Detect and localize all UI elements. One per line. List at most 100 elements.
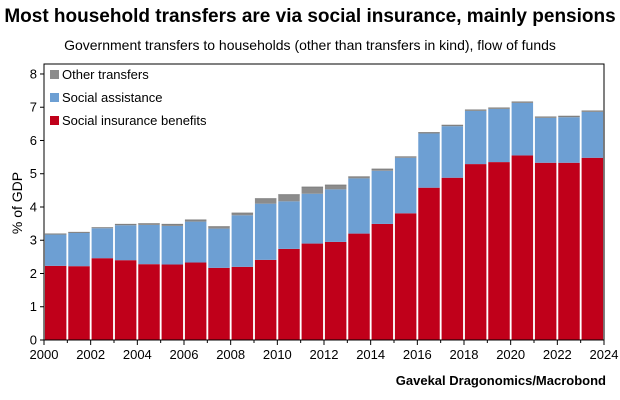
bar-social-insurance-benefits-2014 [371, 223, 394, 340]
x-tick-label-2018: 2018 [450, 347, 479, 362]
x-tick-label-2004: 2004 [123, 347, 152, 362]
bar-other-transfers-2016 [418, 132, 440, 134]
bar-social-assistance-2009 [254, 203, 277, 260]
bar-social-assistance-2018 [464, 110, 487, 165]
bar-social-assistance-2014 [371, 170, 394, 224]
axes-layer: 0 1 2 3 4 5 6 7 8 2000 2002 2004 2006 2008 2010 2012 201… [30, 63, 619, 362]
chart-source: Gavekal Dragonomics/Macrobond [395, 373, 606, 388]
bar-social-assistance-2020 [511, 102, 534, 156]
bar-other-transfers-2023 [581, 110, 604, 112]
bar-social-insurance-benefits-2001 [68, 266, 90, 340]
bar-social-insurance-benefits-2017 [441, 177, 464, 340]
bar-social-insurance-benefits-2015 [394, 213, 417, 340]
y-axis-label: % of GDP [9, 172, 25, 234]
bar-social-assistance-2021 [534, 117, 557, 163]
bar-social-insurance-benefits-2007 [208, 267, 230, 340]
bar-other-transfers-2009 [254, 198, 277, 204]
legend-label-other-transfers: Other transfers [62, 67, 149, 82]
legend-label-social-insurance-benefits: Social insurance benefits [62, 113, 207, 128]
y-tick-label-0: 0 [30, 333, 37, 348]
bars-layer [44, 101, 604, 340]
bar-social-insurance-benefits-2023 [581, 157, 604, 340]
bar-social-insurance-benefits-2021 [534, 162, 557, 340]
bar-other-transfers-2007 [208, 226, 230, 229]
y-tick-label-7: 7 [30, 100, 37, 115]
bar-social-insurance-benefits-2019 [488, 162, 510, 340]
bar-social-insurance-benefits-2012 [324, 241, 347, 340]
bar-social-assistance-2012 [324, 189, 347, 242]
bar-other-transfers-2015 [394, 156, 417, 158]
bar-social-insurance-benefits-2018 [464, 164, 487, 340]
bar-other-transfers-2003 [114, 224, 137, 226]
y-tick-label-3: 3 [30, 233, 37, 248]
bar-social-assistance-2002 [91, 228, 114, 259]
x-tick-label-2020: 2020 [496, 347, 525, 362]
bar-other-transfers-2017 [441, 125, 464, 127]
bar-social-assistance-2015 [394, 157, 417, 214]
bar-social-assistance-2010 [278, 201, 300, 249]
bar-other-transfers-2022 [558, 116, 580, 118]
bar-social-insurance-benefits-2003 [114, 260, 137, 340]
x-tick-label-2024: 2024 [590, 347, 619, 362]
bar-other-transfers-2018 [464, 109, 487, 111]
x-tick-label-2012: 2012 [310, 347, 339, 362]
x-tick-label-2014: 2014 [356, 347, 385, 362]
bar-social-assistance-2007 [208, 228, 230, 268]
y-tick-label-8: 8 [30, 66, 37, 81]
legend-swatch-other-transfers [50, 70, 59, 79]
bar-other-transfers-2008 [231, 212, 254, 216]
bar-other-transfers-2019 [488, 107, 510, 109]
x-tick-label-2006: 2006 [170, 347, 199, 362]
bar-social-insurance-benefits-2000 [44, 265, 67, 340]
bar-social-assistance-2005 [161, 225, 184, 265]
bar-social-assistance-2008 [231, 215, 254, 267]
bar-social-assistance-2016 [418, 133, 440, 188]
chart-title: Most household transfers are via social … [4, 6, 616, 27]
bar-social-insurance-benefits-2011 [301, 243, 324, 340]
legend-swatch-social-insurance-benefits [50, 116, 59, 125]
bar-other-transfers-2013 [348, 176, 370, 179]
bar-social-assistance-2017 [441, 126, 464, 178]
y-tick-label-2: 2 [30, 266, 37, 281]
bar-social-assistance-2013 [348, 178, 370, 234]
bar-social-insurance-benefits-2010 [278, 248, 300, 340]
y-tick-label-6: 6 [30, 133, 37, 148]
bar-social-assistance-2011 [301, 193, 324, 244]
bar-other-transfers-2004 [138, 223, 160, 225]
x-tick-label-2016: 2016 [403, 347, 432, 362]
bar-other-transfers-2011 [301, 187, 324, 194]
bar-other-transfers-2012 [324, 185, 347, 190]
bar-social-insurance-benefits-2009 [254, 259, 277, 340]
bar-other-transfers-2021 [534, 116, 557, 118]
bar-other-transfers-2010 [278, 194, 300, 202]
y-tick-label-1: 1 [30, 299, 37, 314]
legend-swatch-social-assistance [50, 93, 59, 102]
bar-other-transfers-2006 [184, 219, 207, 222]
bar-social-assistance-2022 [558, 117, 580, 163]
bar-social-assistance-2001 [68, 232, 90, 267]
legend-label-social-assistance: Social assistance [62, 90, 162, 105]
x-tick-label-2008: 2008 [216, 347, 245, 362]
bar-social-insurance-benefits-2002 [91, 258, 114, 340]
x-tick-label-2002: 2002 [76, 347, 105, 362]
bar-social-assistance-2019 [488, 108, 510, 163]
bar-social-insurance-benefits-2013 [348, 233, 370, 340]
bar-social-insurance-benefits-2020 [511, 155, 534, 340]
bar-social-insurance-benefits-2008 [231, 266, 254, 340]
bar-other-transfers-2020 [511, 101, 534, 103]
bar-social-insurance-benefits-2016 [418, 187, 440, 340]
bar-social-insurance-benefits-2005 [161, 264, 184, 340]
bar-social-assistance-2003 [114, 225, 137, 261]
bar-social-insurance-benefits-2006 [184, 262, 207, 340]
y-tick-label-4: 4 [30, 199, 37, 214]
legend: Other transfers Social assistance Social i… [50, 67, 207, 128]
y-tick-label-5: 5 [30, 166, 37, 181]
bar-social-assistance-2006 [184, 221, 207, 263]
chart-subtitle: Government transfers to households (othe… [64, 37, 556, 53]
bar-other-transfers-2005 [161, 224, 184, 226]
bar-social-insurance-benefits-2022 [558, 162, 580, 340]
bar-social-assistance-2000 [44, 234, 67, 266]
bar-social-insurance-benefits-2004 [138, 264, 160, 340]
bar-social-assistance-2004 [138, 224, 160, 265]
